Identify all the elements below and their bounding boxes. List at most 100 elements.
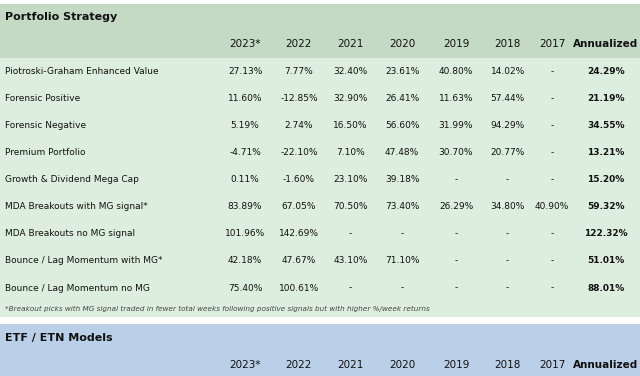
Text: -: - — [550, 94, 554, 103]
Bar — [375, 247, 429, 274]
Bar — [483, 274, 532, 302]
Text: -: - — [349, 229, 352, 238]
Text: 34.80%: 34.80% — [490, 202, 525, 211]
Text: 2017: 2017 — [539, 39, 565, 49]
Text: 56.60%: 56.60% — [385, 121, 419, 130]
Bar — [483, 247, 532, 274]
Bar — [532, 220, 572, 247]
Text: 14.02%: 14.02% — [490, 67, 525, 76]
Text: -: - — [506, 256, 509, 265]
Text: 43.10%: 43.10% — [333, 256, 368, 265]
Bar — [0, 58, 218, 85]
Bar — [532, 85, 572, 112]
Bar — [0, 166, 218, 193]
Bar — [218, 139, 272, 166]
Text: 47.67%: 47.67% — [282, 256, 316, 265]
Bar — [272, 31, 326, 58]
Bar — [532, 351, 572, 376]
Bar — [532, 139, 572, 166]
Text: -: - — [550, 148, 554, 157]
Text: 34.55%: 34.55% — [587, 121, 625, 130]
Bar — [0, 31, 218, 58]
Bar — [572, 220, 640, 247]
Text: 7.77%: 7.77% — [285, 67, 314, 76]
Bar — [218, 166, 272, 193]
Bar — [272, 274, 326, 302]
Text: 2018: 2018 — [495, 39, 521, 49]
Bar — [572, 166, 640, 193]
Bar — [429, 274, 483, 302]
Bar — [272, 247, 326, 274]
Bar — [326, 166, 375, 193]
Bar — [218, 274, 272, 302]
Bar — [532, 58, 572, 85]
Text: 67.05%: 67.05% — [282, 202, 316, 211]
Text: 73.40%: 73.40% — [385, 202, 419, 211]
Text: -: - — [454, 175, 458, 184]
Text: -: - — [454, 284, 458, 293]
Text: -: - — [506, 284, 509, 293]
Bar — [0, 4, 640, 31]
Bar — [532, 112, 572, 139]
Bar — [429, 247, 483, 274]
Text: 23.10%: 23.10% — [333, 175, 368, 184]
Bar — [218, 193, 272, 220]
Text: 83.89%: 83.89% — [228, 202, 262, 211]
Text: 2023*: 2023* — [229, 360, 261, 370]
Bar — [326, 193, 375, 220]
Text: 59.32%: 59.32% — [587, 202, 625, 211]
Bar — [0, 85, 218, 112]
Text: Annualized: Annualized — [573, 360, 639, 370]
Text: 5.19%: 5.19% — [230, 121, 259, 130]
Bar — [0, 324, 640, 351]
Bar — [326, 351, 375, 376]
Bar — [532, 166, 572, 193]
Bar — [218, 85, 272, 112]
Text: -: - — [550, 67, 554, 76]
Bar — [375, 193, 429, 220]
Text: 2022: 2022 — [285, 39, 312, 49]
Bar — [326, 274, 375, 302]
Text: 75.40%: 75.40% — [228, 284, 262, 293]
Bar — [429, 193, 483, 220]
Text: 23.61%: 23.61% — [385, 67, 419, 76]
Bar — [572, 139, 640, 166]
Bar — [483, 351, 532, 376]
Text: Forensic Positive: Forensic Positive — [5, 94, 81, 103]
Text: Portfolio Strategy: Portfolio Strategy — [5, 12, 117, 22]
Text: 40.80%: 40.80% — [439, 67, 473, 76]
Bar — [272, 85, 326, 112]
Text: -: - — [454, 256, 458, 265]
Bar — [429, 166, 483, 193]
Text: 2022: 2022 — [285, 360, 312, 370]
Bar — [375, 58, 429, 85]
Bar — [532, 193, 572, 220]
Text: 21.19%: 21.19% — [587, 94, 625, 103]
Bar — [272, 112, 326, 139]
Text: Bounce / Lag Momentum with MG*: Bounce / Lag Momentum with MG* — [5, 256, 163, 265]
Bar — [375, 166, 429, 193]
Bar — [272, 220, 326, 247]
Bar — [375, 139, 429, 166]
Bar — [0, 220, 218, 247]
Bar — [0, 351, 218, 376]
Text: -4.71%: -4.71% — [229, 148, 261, 157]
Bar — [572, 58, 640, 85]
Bar — [0, 274, 218, 302]
Bar — [326, 85, 375, 112]
Text: -: - — [506, 175, 509, 184]
Bar — [326, 112, 375, 139]
Bar — [326, 31, 375, 58]
Text: 24.29%: 24.29% — [587, 67, 625, 76]
Text: 47.48%: 47.48% — [385, 148, 419, 157]
Text: 94.29%: 94.29% — [490, 121, 525, 130]
Bar — [272, 193, 326, 220]
Text: 88.01%: 88.01% — [587, 284, 625, 293]
Bar — [375, 31, 429, 58]
Text: -: - — [550, 121, 554, 130]
Bar — [375, 112, 429, 139]
Text: 13.21%: 13.21% — [587, 148, 625, 157]
Text: Forensic Negative: Forensic Negative — [5, 121, 86, 130]
Bar — [375, 220, 429, 247]
Text: -: - — [349, 284, 352, 293]
